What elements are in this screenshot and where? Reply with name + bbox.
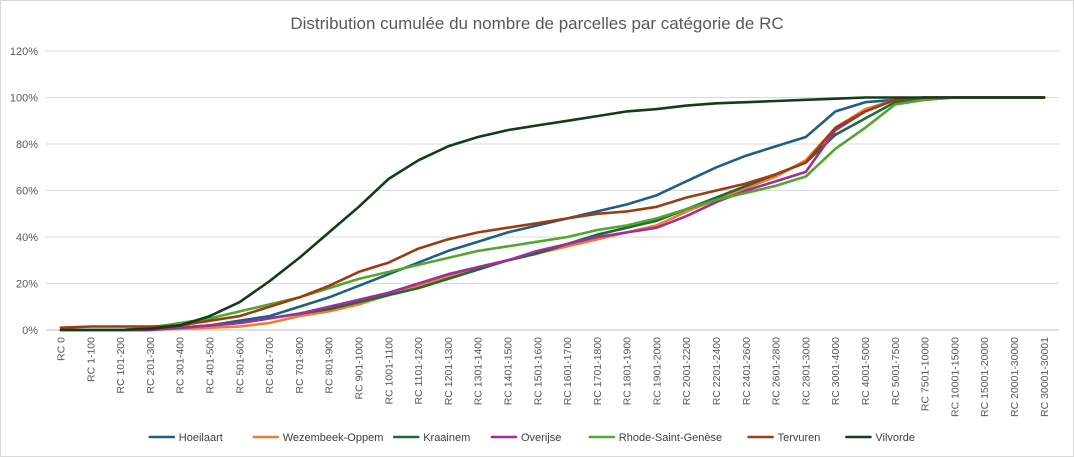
legend-item: Overijse: [490, 432, 561, 444]
legend-label: Overijse: [521, 432, 561, 444]
x-tick-label: RC 1601-1700: [562, 337, 574, 405]
x-tick-label: RC 20001-30000: [1009, 337, 1021, 417]
x-tick-label: RC 1501-1600: [532, 337, 544, 405]
x-tick-label: RC 15001-20000: [979, 337, 991, 417]
y-tick-label: 80%: [16, 139, 38, 151]
series-line-rhode-saint-gen-se: [59, 96, 1046, 332]
x-tick-label: RC 301-400: [175, 337, 187, 394]
series-line-kraainem: [59, 96, 1046, 332]
x-tick-label: RC 2201-2400: [711, 337, 723, 405]
series-line-wezembeek-oppem: [59, 96, 1046, 332]
legend-label: Wezembeek-Oppem: [283, 432, 384, 444]
series-line-tervuren: [59, 96, 1046, 330]
legend-label: Tervuren: [778, 432, 821, 444]
legend-label: Hoeilaart: [179, 432, 223, 444]
x-tick-label: RC 1201-1300: [443, 337, 455, 405]
y-tick-label: 0%: [22, 325, 38, 337]
legend-item: Wezembeek-Oppem: [252, 432, 384, 444]
x-tick-label: RC 3001-4000: [830, 337, 842, 405]
legend-item: Kraainem: [392, 432, 470, 444]
x-tick-label: RC 701-800: [294, 337, 306, 394]
series-line-vilvorde: [59, 96, 1046, 332]
x-tick-label: RC 1-100: [85, 337, 97, 382]
x-tick-label: RC 1301-1400: [473, 337, 485, 405]
x-tick-label: RC 1401-1500: [502, 337, 514, 405]
x-tick-label: RC 2401-2600: [741, 337, 753, 405]
y-tick-label: 100%: [10, 93, 38, 105]
x-tick-label: RC 2001-2200: [681, 337, 693, 405]
legend-label: Vilvorde: [875, 432, 915, 444]
legend-label: Rhode-Saint-Genèse: [619, 432, 722, 444]
x-tick-label: RC 2801-3000: [800, 337, 812, 405]
series-lines: [59, 96, 1046, 332]
y-tick-label: 60%: [16, 186, 38, 198]
x-tick-label: RC 10001-15000: [949, 337, 961, 417]
x-tick-label: RC 4001-5000: [860, 337, 872, 405]
x-tick-label: RC 201-300: [145, 337, 157, 394]
x-tick-label: RC 1001-1100: [383, 337, 395, 405]
x-tick-label: RC 101-200: [115, 337, 127, 394]
legend-item: Vilvorde: [845, 432, 915, 444]
gridlines: [46, 50, 1059, 331]
x-tick-label: RC 2601-2800: [771, 337, 783, 405]
y-tick-label: 40%: [16, 232, 38, 244]
legend-label: Kraainem: [423, 432, 470, 444]
x-tick-label: RC 7501-10000: [920, 337, 932, 411]
legend: Hoeilaart Wezembeek-Oppem Kraainem Overijse…: [148, 432, 915, 444]
x-tick-label: RC 1701-1800: [592, 337, 604, 405]
x-tick-label: RC 30001-30001: [1039, 337, 1051, 417]
x-axis-ticks: RC 0 RC 1-100 RC 101-200 RC 201-300 RC 301-4…: [56, 337, 1051, 417]
y-axis-ticks: 0% 20% 40% 60% 80% 100% 120%: [10, 46, 38, 337]
y-tick-label: 120%: [10, 46, 38, 58]
x-tick-label: RC 601-700: [264, 337, 276, 394]
x-tick-label: RC 501-600: [234, 337, 246, 394]
x-tick-label: RC 801-900: [324, 337, 336, 394]
x-tick-label: RC 5001-7500: [890, 337, 902, 405]
chart-title: Distribution cumulée du nombre de parcel…: [290, 14, 783, 33]
y-tick-label: 20%: [16, 279, 38, 291]
x-tick-label: RC 901-1000: [354, 337, 366, 400]
x-tick-label: RC 401-500: [205, 337, 217, 394]
x-tick-label: RC 1901-2000: [651, 337, 663, 405]
legend-item: Tervuren: [747, 432, 821, 444]
legend-item: Hoeilaart: [148, 432, 223, 444]
x-tick-label: RC 1801-1900: [622, 337, 634, 405]
x-tick-label: RC 1101-1200: [413, 337, 425, 405]
legend-item: Rhode-Saint-Genèse: [588, 432, 722, 444]
series-line-hoeilaart: [59, 96, 1046, 332]
series-line-overijse: [59, 96, 1046, 332]
x-tick-label: RC 0: [56, 337, 68, 361]
